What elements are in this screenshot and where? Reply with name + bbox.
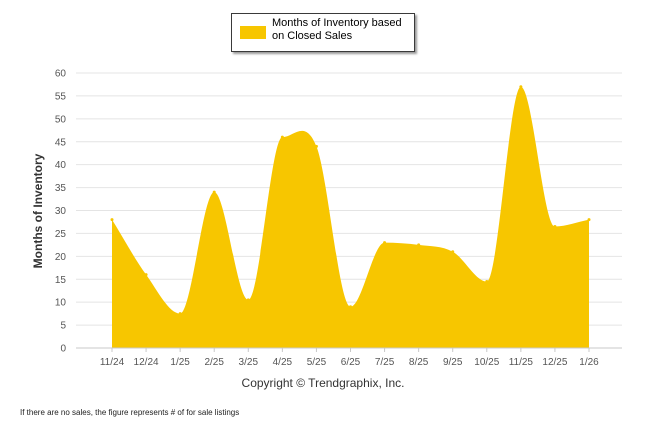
x-tick-label: 11/25 bbox=[509, 357, 534, 368]
y-tick-label: 50 bbox=[55, 114, 67, 125]
footnote-text: If there are no sales, the figure repres… bbox=[20, 408, 240, 417]
x-tick-label: 12/25 bbox=[542, 357, 567, 368]
data-point bbox=[280, 135, 284, 139]
x-tick-label: 1/26 bbox=[579, 357, 599, 368]
y-tick-label: 0 bbox=[60, 344, 66, 355]
x-tick-label: 9/25 bbox=[443, 357, 463, 368]
y-tick-label: 30 bbox=[55, 206, 67, 217]
data-point bbox=[178, 312, 182, 316]
data-point bbox=[519, 85, 523, 89]
legend-swatch bbox=[240, 26, 266, 39]
data-point bbox=[417, 243, 421, 247]
y-tick-label: 45 bbox=[55, 137, 67, 148]
data-point bbox=[212, 190, 216, 194]
y-tick-label: 35 bbox=[55, 183, 67, 194]
y-axis-title: Months of Inventory bbox=[31, 153, 45, 268]
x-tick-label: 6/25 bbox=[341, 357, 361, 368]
y-tick-label: 10 bbox=[55, 298, 67, 309]
data-point bbox=[110, 218, 114, 222]
y-tick-label: 5 bbox=[60, 321, 66, 332]
x-tick-label: 7/25 bbox=[375, 357, 395, 368]
data-point bbox=[587, 218, 591, 222]
chart-legend: Months of Inventory based on Closed Sale… bbox=[231, 13, 415, 52]
x-tick-label: 4/25 bbox=[273, 357, 293, 368]
copyright-text: Copyright © Trendgraphix, Inc. bbox=[241, 376, 405, 390]
data-point bbox=[314, 144, 318, 148]
data-point bbox=[485, 280, 489, 284]
x-tick-label: 10/25 bbox=[474, 357, 499, 368]
y-tick-label: 60 bbox=[55, 69, 67, 80]
data-point bbox=[349, 305, 352, 309]
y-tick-label: 55 bbox=[55, 91, 67, 102]
data-point bbox=[246, 298, 250, 302]
y-tick-label: 40 bbox=[55, 160, 67, 171]
legend-label: Months of Inventory based on Closed Sale… bbox=[272, 17, 402, 42]
x-tick-label: 5/25 bbox=[307, 357, 327, 368]
x-tick-label: 2/25 bbox=[204, 357, 224, 368]
y-tick-label: 20 bbox=[55, 252, 67, 263]
x-tick-label: 3/25 bbox=[239, 357, 259, 368]
x-tick-label: 1/25 bbox=[170, 357, 190, 368]
y-tick-label: 25 bbox=[55, 229, 67, 240]
x-tick-label: 12/24 bbox=[134, 357, 159, 368]
data-point bbox=[451, 250, 455, 254]
area-series bbox=[112, 86, 589, 348]
data-point bbox=[383, 241, 387, 245]
x-tick-label: 8/25 bbox=[409, 357, 429, 368]
data-point bbox=[553, 225, 557, 229]
y-tick-label: 15 bbox=[55, 275, 67, 286]
data-point bbox=[144, 273, 148, 277]
x-tick-label: 11/24 bbox=[100, 357, 125, 368]
